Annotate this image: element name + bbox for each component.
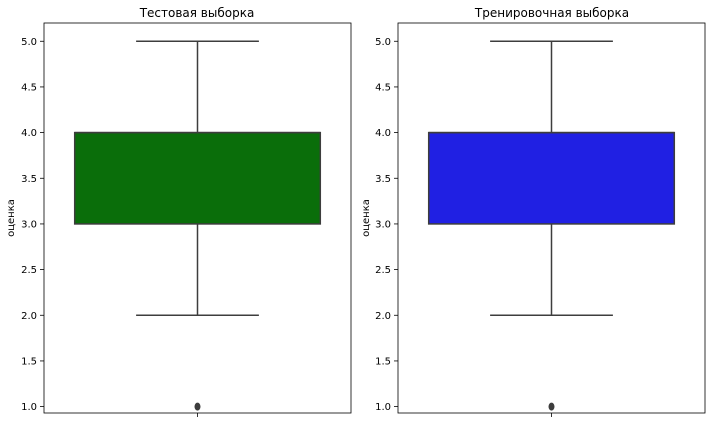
y-tick-label: 2.5	[375, 265, 391, 276]
y-axis-label-test: оценка	[6, 199, 17, 237]
y-tick-label: 4.5	[375, 82, 391, 93]
y-tick-label: 3.5	[375, 174, 391, 185]
y-tick-label: 4.0	[21, 128, 37, 139]
outlier-point	[194, 402, 201, 411]
panel-test: Тестовая выборка оценка 1.0 1.5 2.0 2.5 3.0 3…	[6, 6, 352, 417]
y-tick-label: 1.0	[21, 402, 37, 413]
iqr-box	[73, 131, 322, 225]
y-tick-label: 5.0	[21, 37, 37, 48]
y-tick-label: 5.0	[375, 37, 391, 48]
y-tick-label: 1.0	[375, 402, 391, 413]
panel-train: Тренировочная выборка оценка 1.0 1.5 2.0 2.…	[361, 6, 706, 417]
y-tick-label: 2.5	[21, 265, 37, 276]
y-tick-label: 1.5	[375, 356, 391, 367]
y-tick-label: 4.5	[21, 82, 37, 93]
iqr-box	[427, 131, 676, 225]
y-axis-label-train: оценка	[361, 199, 372, 237]
y-tick-label: 3.0	[21, 219, 37, 230]
y-tick-label: 2.0	[21, 311, 37, 322]
y-tick-label: 1.5	[21, 356, 37, 367]
chart-title-train: Тренировочная выборка	[474, 6, 629, 20]
chart-title-test: Тестовая выборка	[139, 6, 255, 20]
y-tick-label: 3.5	[21, 174, 37, 185]
y-tick-label: 4.0	[375, 128, 391, 139]
y-tick-label: 3.0	[375, 219, 391, 230]
y-tick-label: 2.0	[375, 311, 391, 322]
outlier-point	[548, 402, 555, 411]
